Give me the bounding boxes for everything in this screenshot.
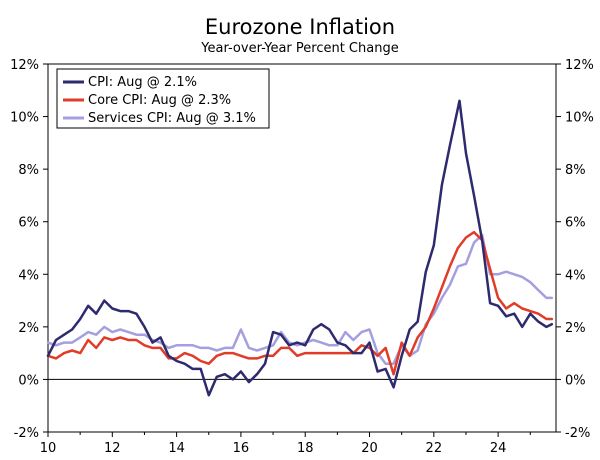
x-tick-label: 22 <box>426 441 443 456</box>
x-tick-label: 20 <box>361 441 378 456</box>
x-tick-label: 24 <box>490 441 507 456</box>
y-tick-label-right: 6% <box>565 216 586 231</box>
y-tick-label-left: -2% <box>14 426 39 441</box>
chart-subtitle: Year-over-Year Percent Change <box>200 41 398 56</box>
legend-label-cpi: CPI: Aug @ 2.1% <box>88 75 197 90</box>
y-tick-label-right: 0% <box>565 373 586 388</box>
y-tick-label-right: 2% <box>565 321 586 336</box>
y-tick-label-right: 8% <box>565 163 586 178</box>
legend-label-services-cpi: Services CPI: Aug @ 3.1% <box>88 111 256 126</box>
series-line-core-cpi <box>46 230 554 376</box>
legend-box <box>56 68 270 129</box>
plot-area <box>47 63 557 433</box>
y-tick-label-left: 12% <box>10 58 39 73</box>
series-line-cpi <box>46 99 554 397</box>
chart-title: Eurozone Inflation <box>205 15 395 39</box>
x-tick-label: 10 <box>40 441 57 456</box>
y-tick-label-right: 10% <box>565 111 594 126</box>
y-tick-label-left: 4% <box>18 268 39 283</box>
y-tick-label-left: 2% <box>18 321 39 336</box>
x-tick-label: 16 <box>233 441 250 456</box>
y-tick-label-left: 8% <box>18 163 39 178</box>
y-tick-label-right: 12% <box>565 58 594 73</box>
x-tick-label: 18 <box>297 441 314 456</box>
y-tick-label-right: 4% <box>565 268 586 283</box>
x-tick-label: 12 <box>104 441 121 456</box>
y-tick-label-left: 10% <box>10 111 39 126</box>
y-tick-label-right: -2% <box>565 426 590 441</box>
x-tick-label: 14 <box>168 441 185 456</box>
legend-label-core-cpi: Core CPI: Aug @ 2.3% <box>88 93 231 108</box>
y-tick-label-left: 0% <box>18 373 39 388</box>
legend: CPI: Aug @ 2.1% Core CPI: Aug @ 2.3% Ser… <box>56 68 270 129</box>
y-tick-label-left: 6% <box>18 216 39 231</box>
